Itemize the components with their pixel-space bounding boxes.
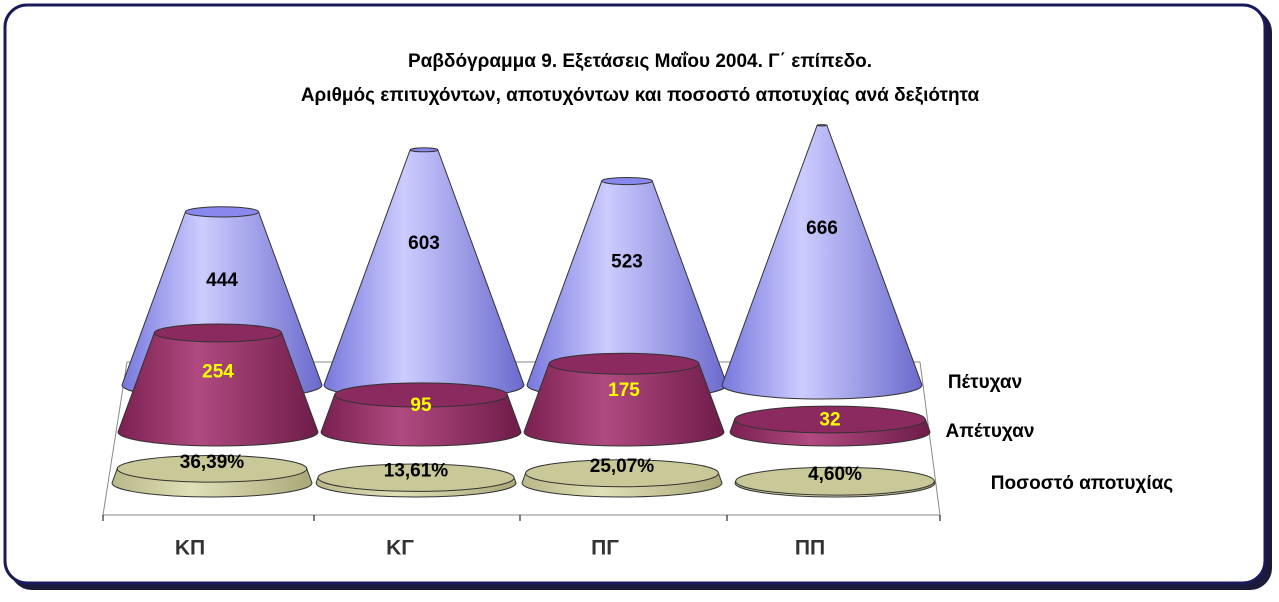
value-label: 32	[819, 410, 840, 431]
value-label: 523	[611, 252, 643, 273]
series-label: Ποσοστό αποτυχίας	[991, 473, 1174, 494]
value-label: 175	[608, 380, 640, 401]
cone-top	[525, 459, 719, 488]
cone-top	[601, 176, 653, 186]
cone-top	[734, 405, 926, 434]
value-label: 25,07%	[590, 456, 655, 477]
cone-top	[153, 323, 283, 343]
cone	[117, 332, 319, 447]
x-tick-label: ΚΠ	[175, 537, 205, 560]
x-tick-label: ΚΓ	[386, 537, 414, 560]
value-label: 254	[202, 362, 234, 383]
cone-top	[816, 124, 828, 127]
value-label: 666	[806, 218, 838, 239]
series-label: Πέτυχαν	[948, 372, 1022, 393]
chart-subtitle: Αριθμός επιτυχόντων, αποτυχόντων και ποσ…	[301, 85, 980, 106]
cone-top	[409, 147, 439, 153]
cone-top	[548, 352, 700, 375]
cone	[523, 363, 725, 447]
cone-top	[334, 382, 508, 408]
series-label: Απέτυχαν	[946, 421, 1035, 442]
value-label: 4,60%	[808, 464, 862, 485]
x-tick-label: ΠΓ	[591, 537, 619, 560]
chart-title: Ραβδόγραμμα 9. Εξετάσεις Μαΐου 2004. Γ΄ …	[408, 51, 872, 72]
cone-top	[184, 206, 260, 218]
cone-top	[116, 455, 308, 483]
x-tick-label: ΠΠ	[795, 537, 825, 560]
value-label: 36,39%	[180, 452, 245, 473]
cone	[320, 394, 522, 447]
cone-top	[317, 463, 515, 492]
value-label: 603	[408, 233, 440, 254]
value-label: 13,61%	[384, 461, 449, 482]
value-label: 95	[410, 395, 432, 416]
value-label: 444	[206, 270, 238, 291]
cone	[721, 124, 923, 400]
cone-top	[735, 466, 935, 496]
